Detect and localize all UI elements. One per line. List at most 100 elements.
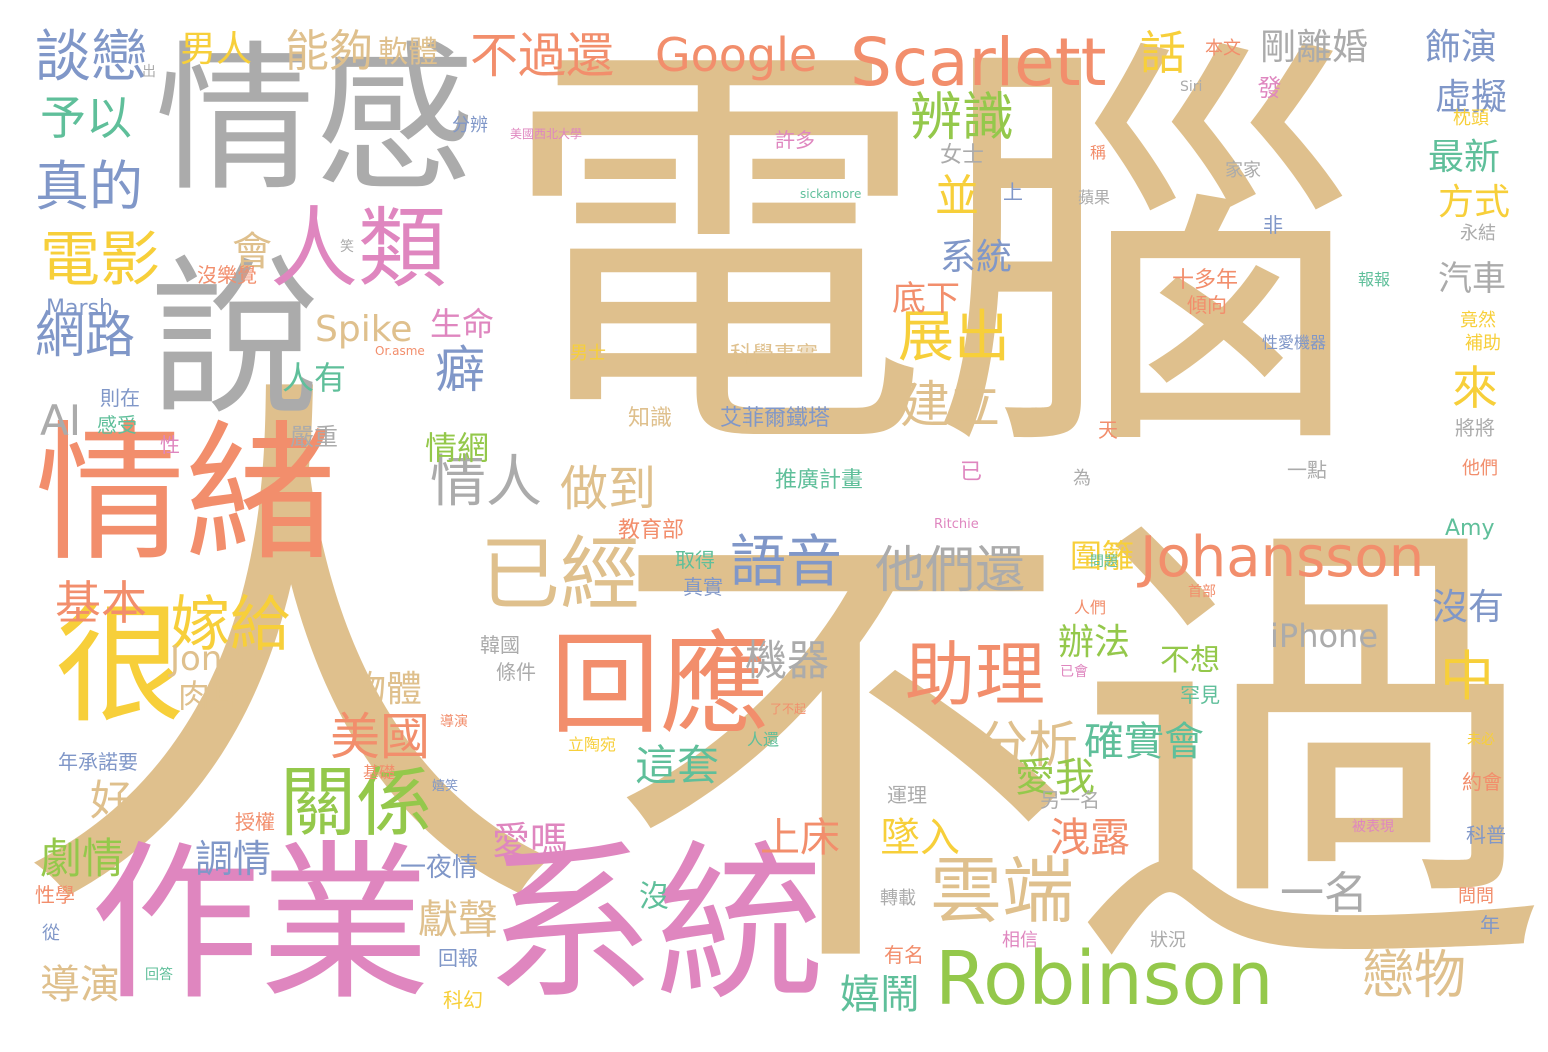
word-cloud-word: 科學事實 xyxy=(730,343,819,368)
word-cloud-word: 劇情 xyxy=(40,834,125,883)
word-cloud-word: 男士 xyxy=(570,343,606,364)
word-cloud-word: 真的 xyxy=(35,155,143,218)
word-cloud-word: 人有 xyxy=(282,359,347,397)
word-cloud-word: 談戀 xyxy=(35,25,147,90)
word-cloud-word: 出 xyxy=(142,64,156,80)
word-cloud-word: 中 xyxy=(1440,645,1494,708)
word-cloud-word: 為 xyxy=(1073,468,1091,489)
word-cloud-word: 許多 xyxy=(775,128,815,152)
word-cloud-word: 很 xyxy=(55,589,186,741)
word-cloud-word: 回答 xyxy=(145,967,173,983)
word-cloud-word: 蘋果 xyxy=(1078,188,1111,207)
word-cloud-word: 飾演 xyxy=(1425,27,1498,68)
word-cloud-word: 他們 xyxy=(1462,458,1498,479)
word-cloud-word: 發 xyxy=(1253,75,1281,99)
word-cloud-word: 科普 xyxy=(1466,823,1506,847)
word-cloud-word: 能夠 xyxy=(285,26,373,77)
word-cloud-word: Siri xyxy=(1180,79,1203,95)
word-cloud-word: 電腦 xyxy=(500,5,1360,505)
word-cloud-word: 相信 xyxy=(1002,930,1038,951)
word-cloud-word: 問題 xyxy=(1090,554,1118,570)
word-cloud-word: 基礎 xyxy=(363,763,396,782)
word-cloud-word: 已 xyxy=(960,460,983,485)
word-cloud-word: 情人 xyxy=(430,450,542,515)
word-cloud-word: 罕見 xyxy=(1180,683,1220,707)
word-cloud-word: 年 xyxy=(1480,913,1500,937)
word-cloud-word: Robinson xyxy=(935,936,1274,1022)
word-cloud-word: 作業 xyxy=(90,826,431,1024)
word-cloud-word: 不過 xyxy=(606,481,1546,1028)
word-cloud-word: 女士 xyxy=(940,143,985,168)
word-cloud-word: 了不起 xyxy=(770,702,807,716)
word-cloud-word: 做到 xyxy=(560,461,657,517)
word-cloud-word: 導演 xyxy=(440,714,468,730)
word-cloud-word: 沒 xyxy=(633,880,668,910)
word-cloud-word: 韓國 xyxy=(480,633,520,657)
word-cloud-word: 肉身 xyxy=(178,677,243,715)
word-cloud-word: 分析 xyxy=(978,716,1078,774)
word-cloud-word: Spike xyxy=(315,309,413,350)
word-cloud-word: 雲端 xyxy=(930,849,1075,933)
word-cloud-word: 一夜情 xyxy=(400,853,479,883)
word-cloud-word: 調情 xyxy=(195,837,272,881)
word-cloud-word: 方式 xyxy=(1438,182,1511,223)
word-cloud-word: 關係 xyxy=(280,758,432,847)
word-cloud-word: 確實會 xyxy=(1084,719,1204,765)
word-cloud-word: 取得 xyxy=(675,548,715,572)
word-cloud-word: 狀況 xyxy=(1150,930,1186,951)
word-cloud-word: 說 xyxy=(150,241,321,439)
word-cloud-word: 汽車 xyxy=(1438,259,1506,299)
word-cloud-word: 教育部 xyxy=(618,518,685,543)
word-cloud-word: 笑 xyxy=(340,239,354,255)
word-cloud-word: 愛嗎 xyxy=(492,819,569,863)
word-cloud-word: 這套 xyxy=(635,741,720,790)
word-cloud-word: Johansson xyxy=(1140,525,1425,590)
word-cloud-word: 最新 xyxy=(1428,137,1501,178)
word-cloud-word: 美國 xyxy=(330,708,430,766)
word-cloud-word: 情緒 xyxy=(35,408,336,582)
word-cloud-word: 人 xyxy=(10,334,570,986)
word-cloud-word: 美國西北大學 xyxy=(510,127,583,141)
word-cloud-word: 從 xyxy=(42,923,60,944)
word-cloud-word: sickamore xyxy=(800,187,862,201)
word-cloud-word: 將將 xyxy=(1455,416,1495,440)
word-cloud-word: 嫁給 xyxy=(170,590,290,660)
word-cloud-word: 嬉鬧 xyxy=(840,972,920,1018)
word-cloud-word: 授權 xyxy=(235,810,275,834)
word-cloud-word: 戀物 xyxy=(1362,946,1467,1006)
word-cloud-word: 首部 xyxy=(1188,584,1216,600)
word-cloud-word: 竟然 xyxy=(1460,310,1496,331)
word-cloud-word: 年承諾要 xyxy=(58,750,138,774)
word-cloud-word: 科幻 xyxy=(443,988,483,1012)
word-cloud-word: 展出 xyxy=(898,305,1010,370)
word-cloud-word: 予以 xyxy=(40,91,132,145)
word-cloud-word: 話 xyxy=(1140,26,1186,80)
word-cloud-word: 網路 xyxy=(35,306,135,364)
word-cloud-word: 家家 xyxy=(1225,160,1261,181)
word-cloud-word: 剛離婚 xyxy=(1260,27,1369,68)
word-cloud-word: 基本 xyxy=(55,576,147,630)
word-cloud-word: 底下 xyxy=(892,279,960,319)
word-cloud-word: 推廣計畫 xyxy=(775,468,864,493)
word-cloud-word: 嬉笑 xyxy=(432,779,459,794)
word-cloud-word: 性學 xyxy=(35,883,75,907)
word-cloud-word: 另一名 xyxy=(1040,788,1100,812)
word-cloud-word: 愛我 xyxy=(1015,755,1095,801)
word-cloud-word: 稱 xyxy=(1090,143,1107,162)
word-cloud-word: 未必 xyxy=(1467,732,1495,748)
word-cloud-word: 條件 xyxy=(496,660,536,684)
word-cloud-word: 運理 xyxy=(887,783,927,807)
word-cloud-word: 電影 xyxy=(40,225,160,295)
word-cloud-word: 約會 xyxy=(1462,770,1502,794)
word-cloud-word: 會 xyxy=(232,229,272,275)
word-cloud-word: Ritchie xyxy=(934,517,979,532)
word-cloud-word: 非 xyxy=(1263,213,1283,237)
word-cloud-word: 已經 xyxy=(480,528,640,621)
word-cloud-word: 嚴重 xyxy=(290,423,338,451)
word-cloud-word: 系統 xyxy=(940,237,1013,278)
word-cloud-word: Scarlett xyxy=(850,24,1107,101)
word-cloud-word: 男人 xyxy=(180,29,253,70)
word-cloud-word: 來 xyxy=(1452,361,1498,415)
word-cloud-word: 不想 xyxy=(1160,643,1220,678)
word-cloud-word: 轉載 xyxy=(880,888,916,909)
